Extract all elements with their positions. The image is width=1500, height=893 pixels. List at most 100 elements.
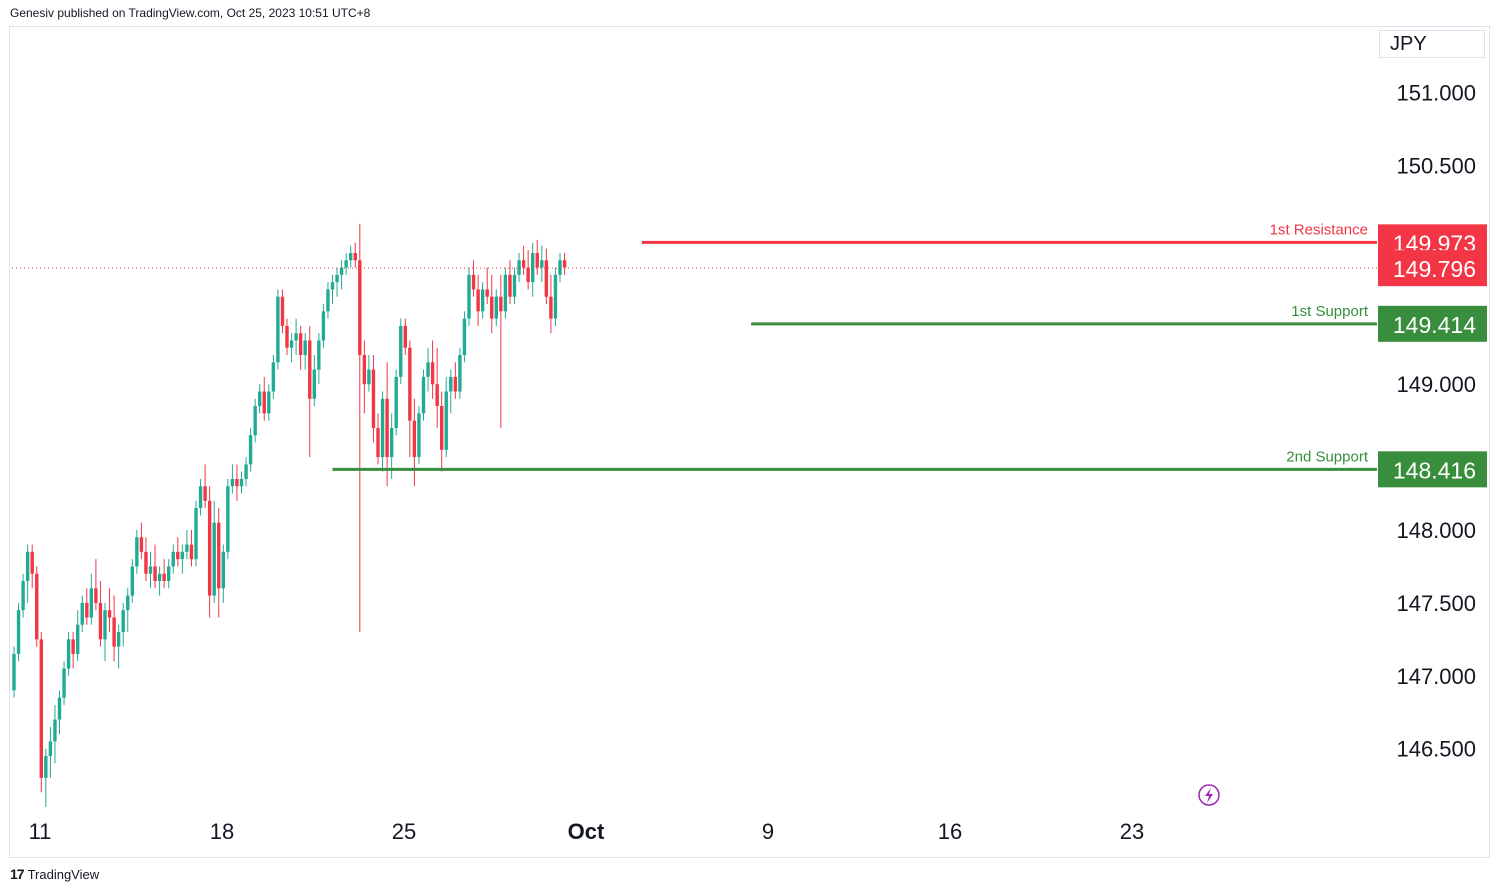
- candle-body: [267, 391, 271, 414]
- candle-body: [217, 522, 221, 589]
- candle-body: [476, 289, 480, 312]
- candle-body: [298, 333, 303, 356]
- candle-body: [440, 406, 444, 450]
- candle-body: [526, 267, 530, 283]
- candle-body: [103, 610, 107, 640]
- candle-body: [48, 741, 53, 756]
- y-tick-label: 149.000: [1396, 372, 1476, 397]
- currency-label[interactable]: JPY: [1379, 30, 1485, 58]
- candle-body: [207, 500, 212, 596]
- candle-body: [126, 595, 130, 611]
- candle-body: [330, 282, 335, 290]
- resistance-name-label: 1st Resistance: [1270, 221, 1368, 238]
- candle-body: [180, 551, 185, 560]
- candle-body: [248, 435, 253, 465]
- y-tick-label: 151.000: [1396, 81, 1476, 106]
- x-tick-label: 11: [29, 819, 52, 844]
- candle-body: [221, 551, 225, 589]
- lightning-icon[interactable]: [1198, 784, 1220, 806]
- candle-body: [417, 413, 421, 458]
- candle-body: [144, 551, 148, 574]
- candle-body: [521, 260, 526, 268]
- support-name-label: 1st Support: [1291, 303, 1369, 320]
- candle-body: [253, 406, 257, 436]
- candle-body: [389, 427, 394, 458]
- candle-body: [98, 602, 103, 640]
- candle-body: [130, 566, 134, 596]
- candle-body: [394, 376, 398, 428]
- x-tick-label: 9: [762, 819, 774, 844]
- candle-body: [53, 719, 57, 742]
- candle-body: [421, 376, 426, 414]
- candle-body: [308, 340, 312, 399]
- candle-body: [344, 260, 348, 268]
- candle-body: [203, 486, 207, 501]
- candle-body: [12, 653, 16, 691]
- candle-body: [285, 325, 289, 348]
- candle-body: [62, 668, 66, 698]
- tradingview-logo-icon: 17: [10, 866, 25, 882]
- candle-body: [339, 267, 344, 275]
- candle-body: [212, 522, 216, 596]
- x-tick-label: 23: [1120, 819, 1144, 844]
- candle-body: [444, 391, 448, 450]
- candle-body: [289, 340, 294, 348]
- candle-body: [230, 478, 235, 487]
- candle-body: [35, 573, 39, 640]
- candle-body: [112, 617, 116, 647]
- candle-body: [435, 384, 439, 407]
- candle-body: [535, 252, 539, 268]
- candle-body: [276, 296, 280, 363]
- candle-body: [408, 347, 412, 421]
- x-tick-label: Oct: [568, 819, 605, 844]
- y-tick-label: 150.500: [1396, 154, 1476, 179]
- candle-body: [499, 296, 503, 312]
- candle-body: [280, 296, 285, 326]
- candle-body: [558, 260, 562, 275]
- candle-body: [271, 362, 276, 392]
- candle-body: [485, 289, 489, 297]
- candle-body: [335, 274, 339, 283]
- candle-body: [16, 610, 21, 654]
- candle-body: [235, 478, 239, 487]
- candle-body: [371, 369, 376, 428]
- x-tick-label: 18: [210, 819, 234, 844]
- y-tick-label: 147.000: [1396, 664, 1476, 689]
- candle-body: [503, 274, 508, 312]
- candle-body: [362, 355, 367, 385]
- candle-body: [294, 333, 298, 341]
- candle-body: [317, 340, 321, 370]
- support-price-badge: [1378, 451, 1487, 488]
- candle-body: [262, 391, 266, 414]
- candle-body: [39, 639, 43, 778]
- candle-body: [198, 486, 203, 509]
- candle-body: [412, 420, 417, 458]
- support-price-label: 149.414: [1393, 312, 1476, 338]
- candle-body: [403, 325, 407, 348]
- candle-body: [176, 551, 180, 560]
- candle-body: [80, 602, 84, 625]
- candle-body: [549, 296, 553, 319]
- candle-body: [85, 602, 89, 618]
- candle-body: [303, 340, 307, 356]
- candle-body: [430, 362, 435, 385]
- candle-body: [239, 478, 244, 487]
- candle-body: [449, 376, 453, 392]
- current-price-label: 149.796: [1393, 256, 1476, 282]
- publish-info: Genesiv published on TradingView.com, Oc…: [10, 6, 371, 20]
- candle-body: [21, 581, 25, 611]
- candle-body: [44, 755, 48, 778]
- candle-body: [426, 362, 430, 377]
- x-tick-label: 16: [938, 819, 962, 844]
- candle-body: [517, 260, 521, 275]
- candle-body: [353, 252, 357, 261]
- tradingview-footer[interactable]: 17 TradingView: [10, 866, 99, 882]
- candle-body: [167, 566, 171, 582]
- candle-body: [153, 566, 157, 582]
- candle-body: [157, 573, 162, 582]
- candle-body: [458, 355, 462, 392]
- candle-body: [385, 398, 389, 458]
- candle-body: [358, 260, 362, 356]
- tradingview-brand: TradingView: [27, 866, 100, 882]
